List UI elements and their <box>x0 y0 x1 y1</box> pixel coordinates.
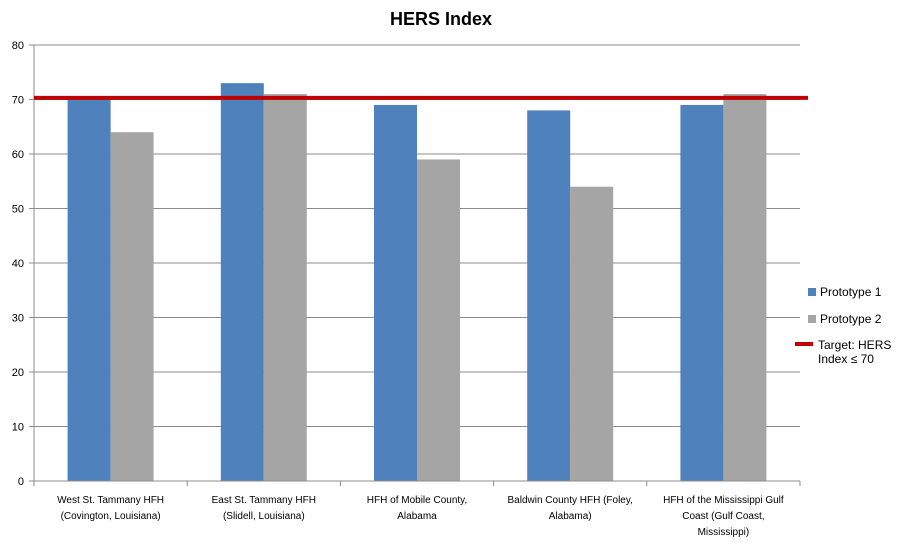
legend-target-label-line: Index ≤ 70 <box>818 352 874 366</box>
legend-label: Prototype 1 <box>820 285 882 299</box>
legend-swatch <box>808 288 816 296</box>
x-category-label-line: (Covington, Louisiana) <box>61 511 161 522</box>
legend-label: Prototype 2 <box>820 312 882 326</box>
bar-1 <box>374 104 417 481</box>
axes: 0 10 20 30 40 50 60 70 80 West St. Tammany HFH (Co… <box>12 40 801 538</box>
y-tick-label: 30 <box>12 313 24 325</box>
bar-2 <box>417 159 460 481</box>
x-category-label: East St. Tammany HFH (Slidell, Louisiana) <box>212 495 316 522</box>
x-category-label-line: HFH of the Mississippi Gulf <box>663 495 784 506</box>
x-category-label: HFH of Mobile County, Alabama <box>367 495 467 522</box>
x-category-label: Baldwin County HFH (Foley, Alabama) <box>507 495 632 522</box>
x-category-label: HFH of the Mississippi Gulf Coast (Gulf C… <box>663 495 784 538</box>
legend-target-label-line: Target: HERS <box>818 338 891 352</box>
y-tick-label: 70 <box>12 95 24 107</box>
bar-2 <box>570 186 614 481</box>
y-tick-label: 10 <box>12 422 24 434</box>
bar-1 <box>220 83 264 482</box>
x-category-label-line: (Slidell, Louisiana) <box>223 511 305 522</box>
x-category-label-line: Baldwin County HFH (Foley, <box>507 495 632 506</box>
bar-2 <box>110 132 154 481</box>
y-tick-label: 40 <box>12 258 24 270</box>
bars <box>67 83 767 482</box>
x-category-label: West St. Tammany HFH (Covington, Louisian… <box>57 495 164 522</box>
y-tick-label: 0 <box>18 476 24 488</box>
x-category-label-line: HFH of Mobile County, <box>367 495 467 506</box>
x-category-label-line: West St. Tammany HFH <box>57 495 164 506</box>
bar-1 <box>67 99 111 481</box>
legend-label: Target: HERS Index ≤ 70 <box>818 338 891 366</box>
x-category-label-line: East St. Tammany HFH <box>212 495 316 506</box>
legend: Prototype 1 Prototype 2 Target: HERS Index … <box>795 285 891 366</box>
x-category-label-line: Mississippi) <box>698 527 750 538</box>
bar-2 <box>263 94 307 482</box>
bar-1 <box>527 110 571 482</box>
x-category-label-line: Coast (Gulf Coast, <box>682 511 764 522</box>
y-tick-label: 20 <box>12 367 24 379</box>
bar-1 <box>680 104 724 481</box>
legend-swatch <box>808 315 816 323</box>
y-tick-label: 80 <box>12 40 24 52</box>
x-category-label-line: Alabama <box>397 511 437 522</box>
chart-title: HERS Index <box>390 9 492 29</box>
bar-2 <box>723 94 767 482</box>
y-tick-label: 60 <box>12 149 24 161</box>
y-tick-label: 50 <box>12 204 24 216</box>
x-category-label-line: Alabama) <box>549 511 592 522</box>
